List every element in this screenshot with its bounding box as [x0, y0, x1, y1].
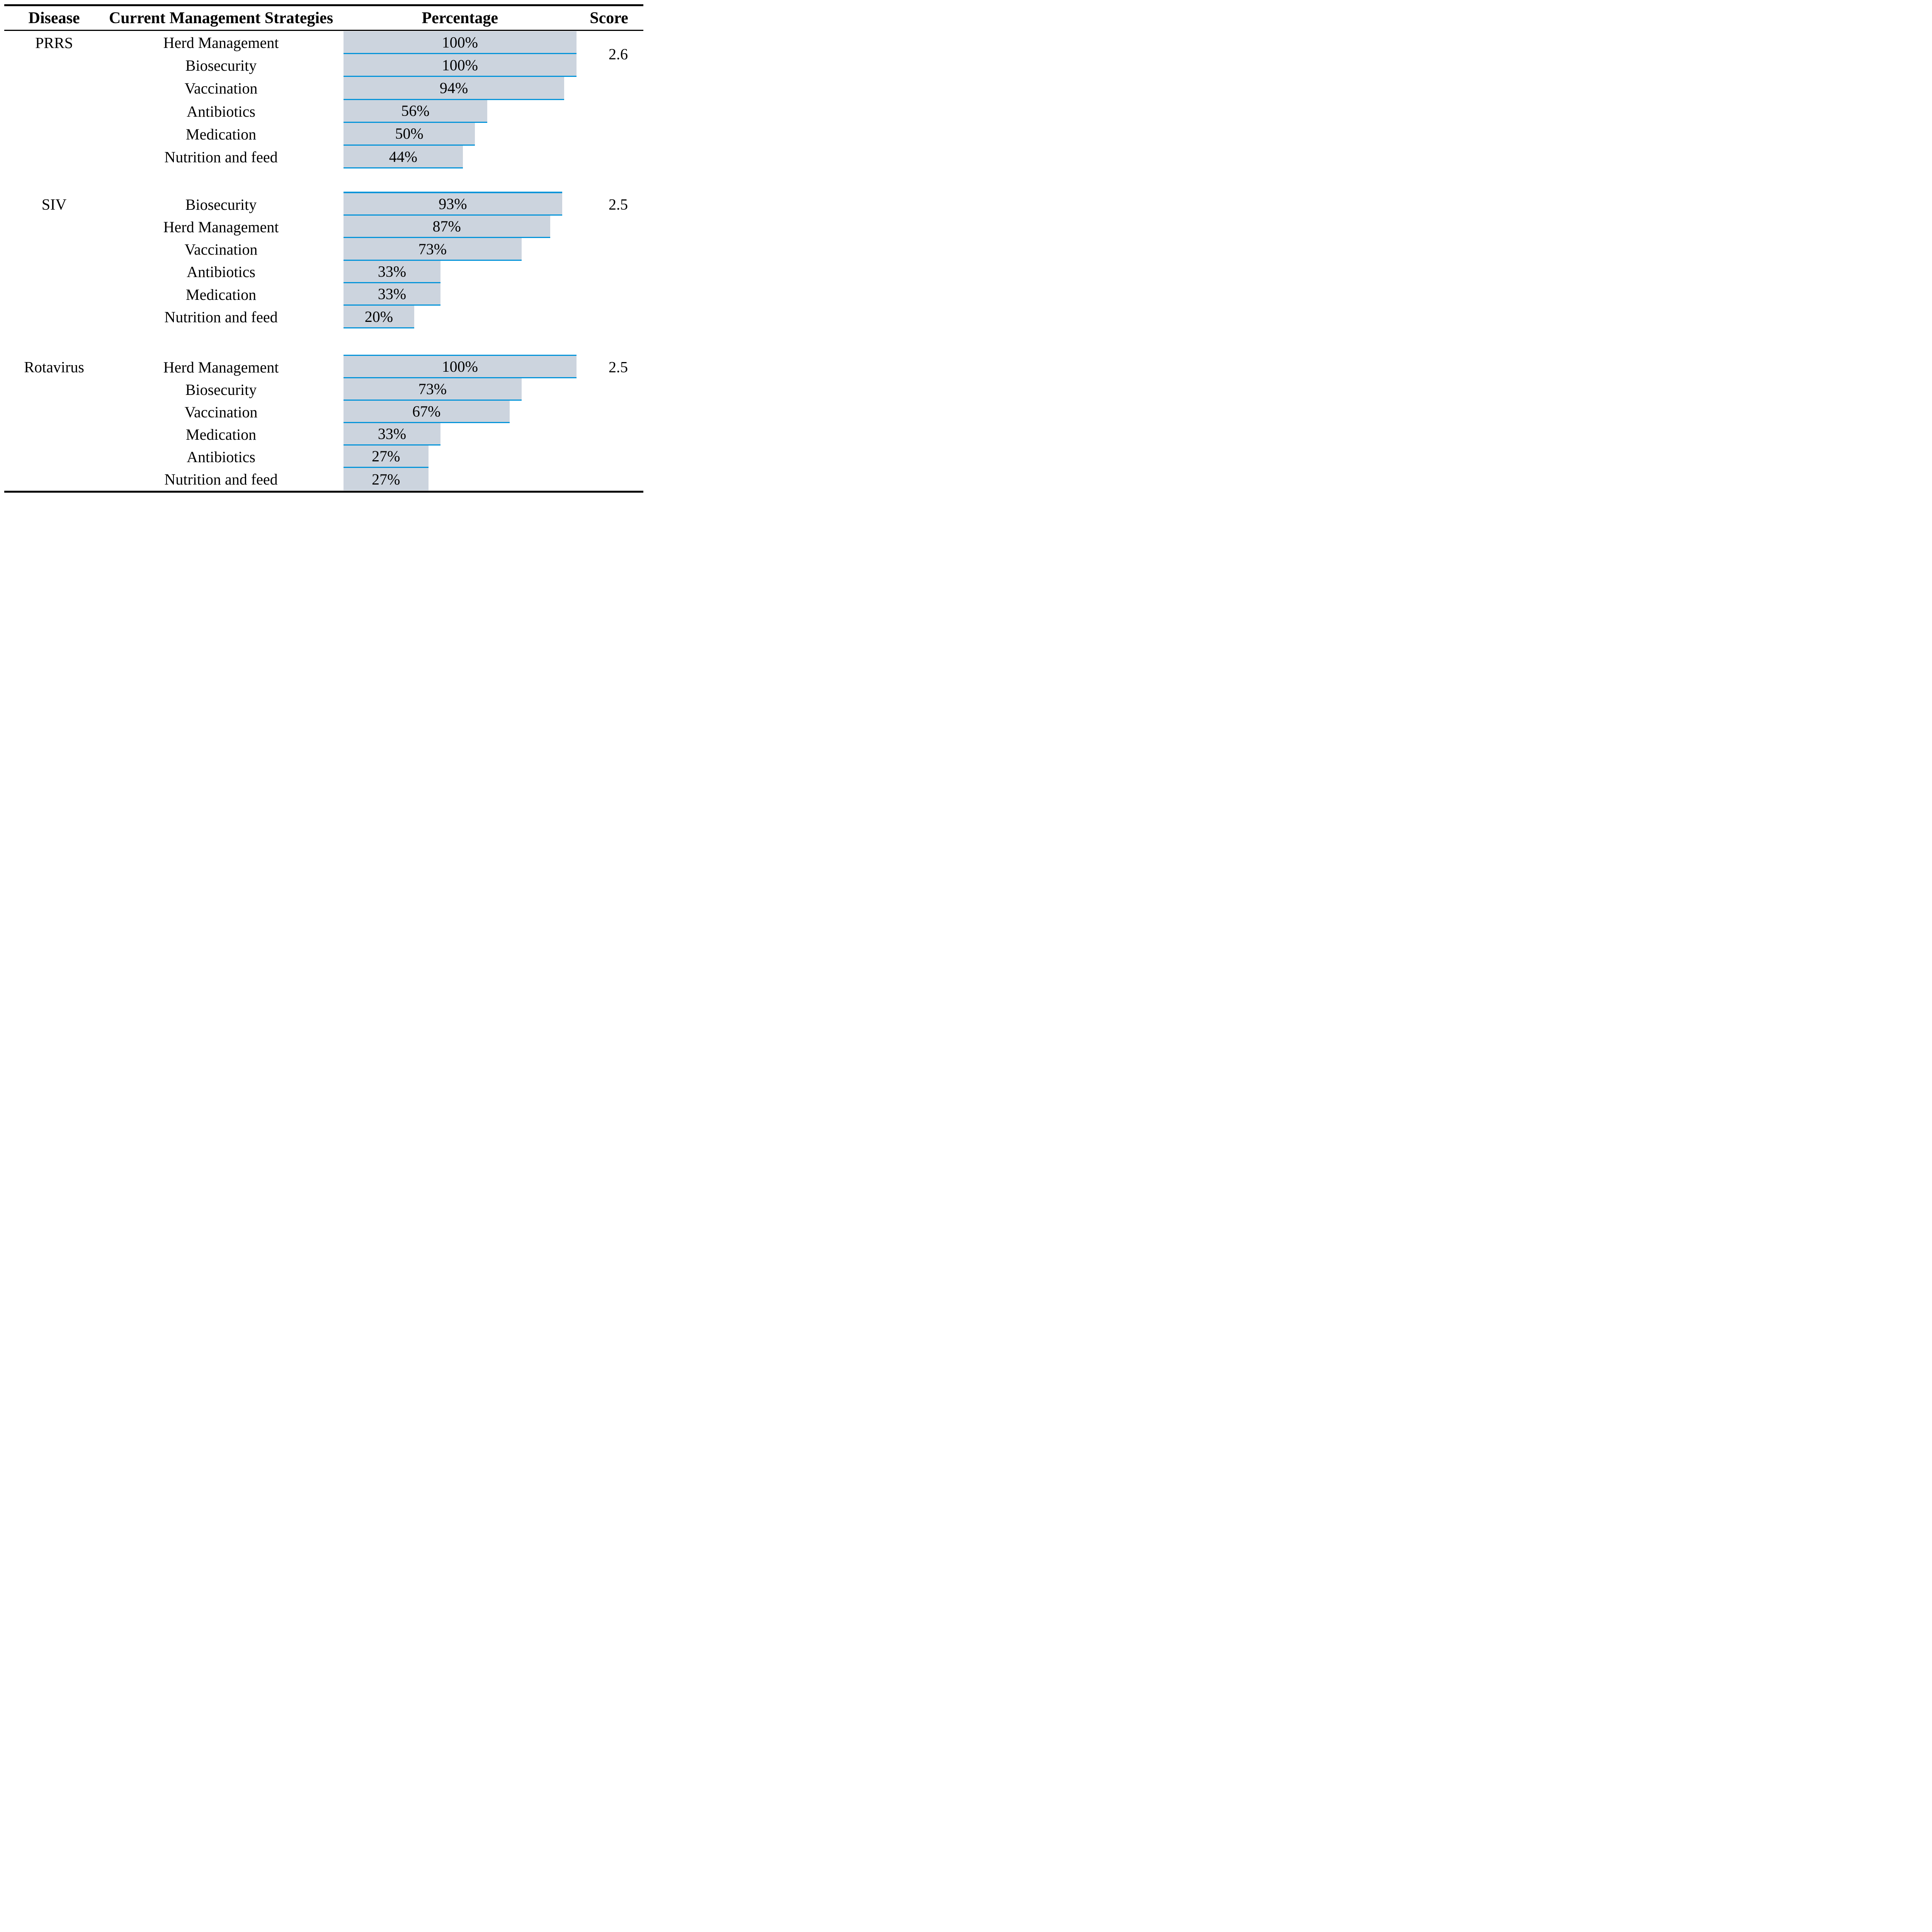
percentage-bar: 27%	[343, 446, 429, 468]
column-header-disease: Disease	[28, 9, 80, 27]
disease-label: PRRS	[35, 34, 73, 52]
percentage-bar: 100%	[343, 31, 577, 54]
percentage-value: 67%	[412, 403, 441, 420]
table-header: Disease Current Management Strategies Pe…	[0, 6, 646, 30]
column-header-score: Score	[590, 9, 628, 27]
percentage-value: 27%	[372, 447, 400, 465]
percentage-value: 33%	[378, 285, 406, 303]
strategy-label: Antibiotics	[187, 263, 255, 281]
table-top-rule	[4, 4, 643, 6]
disease-label: Rotavirus	[24, 358, 84, 376]
strategy-label: Medication	[185, 286, 257, 303]
percentage-bar: 94%	[343, 77, 565, 100]
strategy-row: Nutrition and feed 20%	[0, 306, 646, 328]
percentage-value: 33%	[378, 262, 406, 280]
strategy-label: Medication	[185, 125, 257, 143]
group-rows: Herd Management 100% Biosecurity 73% Vac…	[0, 356, 646, 491]
disease-label: SIV	[41, 196, 67, 213]
strategy-row: Biosecurity 100%	[0, 54, 646, 77]
percentage-value: 87%	[432, 218, 461, 235]
percentage-bar: 33%	[343, 260, 441, 284]
percentage-bar: 100%	[343, 356, 577, 379]
column-header-strategies: Current Management Strategies	[109, 9, 333, 27]
strategy-row: Vaccination 67%	[0, 401, 646, 423]
disease-group-rotavirus: Rotavirus Herd Management 100% Biosecuri…	[0, 354, 646, 491]
score-value: 2.6	[609, 45, 628, 63]
strategy-row: Antibiotics 33%	[0, 260, 646, 284]
management-strategies-table: Disease Current Management Strategies Pe…	[0, 0, 646, 504]
disease-group-siv: SIV Biosecurity 93% Herd Management 87% …	[0, 192, 646, 328]
strategy-label: Vaccination	[184, 80, 258, 97]
table-header-rule	[4, 30, 643, 31]
percentage-value: 27%	[372, 470, 400, 488]
strategy-row: Herd Management 100%	[0, 31, 646, 54]
strategy-label: Biosecurity	[185, 196, 257, 213]
strategy-row: Medication 33%	[0, 283, 646, 306]
strategy-row: Medication 50%	[0, 122, 646, 146]
strategy-row: Antibiotics 27%	[0, 446, 646, 468]
strategy-label: Antibiotics	[187, 448, 255, 466]
strategy-label: Biosecurity	[185, 57, 257, 75]
group-rows: Biosecurity 93% Herd Management 87% Vacc…	[0, 193, 646, 328]
percentage-value: 93%	[439, 195, 467, 213]
strategy-label: Antibiotics	[187, 102, 255, 120]
group-rows: Herd Management 100% Biosecurity 100% Va…	[0, 31, 646, 169]
bar-top-divider-line	[343, 192, 562, 193]
score-value: 2.5	[609, 196, 628, 213]
percentage-bar: 100%	[343, 54, 577, 77]
percentage-value: 100%	[442, 358, 478, 376]
strategy-label: Herd Management	[163, 218, 279, 236]
percentage-value: 44%	[389, 148, 418, 165]
strategy-label: Vaccination	[184, 241, 258, 259]
percentage-bar: 93%	[343, 193, 562, 216]
strategy-row: Biosecurity 73%	[0, 378, 646, 401]
percentage-value: 33%	[378, 425, 406, 443]
score-value: 2.5	[609, 358, 628, 376]
bar-top-divider-line	[343, 354, 577, 356]
percentage-bar: 67%	[343, 401, 510, 423]
percentage-value: 56%	[401, 102, 430, 120]
strategy-label: Nutrition and feed	[164, 470, 278, 488]
percentage-bar: 44%	[343, 145, 463, 169]
strategy-row: Herd Management 87%	[0, 216, 646, 238]
percentage-value: 73%	[418, 240, 447, 258]
percentage-value: 50%	[395, 125, 423, 143]
table-bottom-rule	[4, 490, 643, 493]
strategy-row: Antibiotics 56%	[0, 100, 646, 123]
strategy-row: Biosecurity 93%	[0, 193, 646, 216]
percentage-value: 20%	[364, 308, 393, 325]
strategy-row: Vaccination 73%	[0, 238, 646, 261]
percentage-bar: 33%	[343, 423, 441, 446]
strategy-row: Vaccination 94%	[0, 77, 646, 100]
strategy-row: Nutrition and feed 27%	[0, 468, 646, 491]
percentage-bar: 56%	[343, 100, 487, 123]
strategy-row: Nutrition and feed 44%	[0, 145, 646, 169]
strategy-label: Vaccination	[184, 403, 258, 421]
percentage-value: 100%	[442, 56, 478, 74]
percentage-bar: 50%	[343, 122, 475, 146]
strategy-label: Herd Management	[163, 358, 279, 376]
percentage-value: 100%	[442, 33, 478, 51]
percentage-value: 94%	[439, 79, 468, 97]
percentage-bar: 20%	[343, 306, 415, 328]
strategy-label: Nutrition and feed	[164, 308, 278, 326]
percentage-value: 73%	[418, 380, 447, 398]
strategy-label: Herd Management	[163, 34, 279, 52]
percentage-bar: 73%	[343, 378, 522, 401]
strategy-row: Medication 33%	[0, 423, 646, 446]
percentage-bar: 27%	[343, 468, 429, 491]
percentage-bar: 33%	[343, 283, 441, 306]
disease-group-prrs: PRRS Herd Management 100% Biosecurity 10…	[0, 31, 646, 169]
percentage-bar: 73%	[343, 238, 522, 261]
strategy-label: Nutrition and feed	[164, 148, 278, 166]
percentage-bar: 87%	[343, 216, 550, 238]
strategy-row: Herd Management 100%	[0, 356, 646, 379]
strategy-label: Medication	[185, 425, 257, 443]
column-header-percentage: Percentage	[422, 9, 498, 27]
strategy-label: Biosecurity	[185, 381, 257, 398]
